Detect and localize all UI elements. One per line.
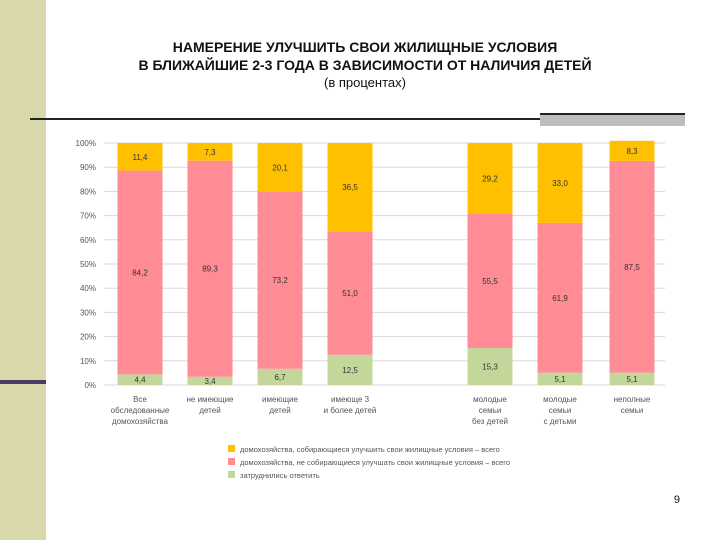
data-label: 89,3	[202, 265, 218, 274]
bar-segment	[117, 170, 163, 375]
bar-segment	[257, 191, 303, 369]
y-tick-label: 80%	[80, 187, 96, 196]
data-label: 29,2	[482, 174, 498, 183]
data-label: 33,0	[552, 179, 568, 188]
bar-segment	[609, 140, 655, 161]
data-label: 61,9	[552, 294, 568, 303]
bar-segment	[327, 231, 373, 355]
data-label: 12,5	[342, 366, 358, 375]
x-tick-label: и более детей	[324, 406, 377, 415]
data-label: 4,4	[134, 376, 146, 385]
y-tick-label: 60%	[80, 236, 96, 245]
x-tick-label: обследованные	[111, 406, 170, 415]
bar-segment	[467, 143, 513, 214]
bar-segment	[117, 143, 163, 171]
legend-label: домохозяйства, собирающиеся улучшить сво…	[240, 445, 500, 454]
y-tick-label: 0%	[84, 381, 96, 390]
bar-segment	[257, 143, 303, 192]
title-subtitle: (в процентах)	[324, 75, 406, 90]
legend-label: домохозяйства, не собирающиеся улучшать …	[240, 458, 510, 467]
x-tick-label: молодые	[473, 395, 507, 404]
data-label: 5,1	[554, 375, 566, 384]
x-tick-label: домохозяйства	[112, 417, 169, 426]
slide-title: НАМЕРЕНИЕ УЛУЧШИТЬ СВОИ ЖИЛИЩНЫЕ УСЛОВИЯ…	[60, 38, 670, 92]
legend-swatch	[228, 471, 235, 478]
x-tick-label: без детей	[472, 417, 508, 426]
x-tick-label: имеюще 3	[331, 395, 370, 404]
bar-segment	[467, 347, 513, 385]
x-tick-label: неполные	[614, 395, 651, 404]
legend-label: затруднились ответить	[240, 471, 320, 480]
x-tick-label: семьи	[479, 406, 502, 415]
y-tick-label: 70%	[80, 212, 96, 221]
y-tick-label: 10%	[80, 357, 96, 366]
bar-segment	[537, 222, 583, 373]
bar-segment	[609, 372, 655, 385]
x-tick-label: семьи	[549, 406, 572, 415]
data-label: 11,4	[133, 153, 149, 162]
title-line-2: В БЛИЖАЙШИЕ 2-3 ГОДА В ЗАВИСИМОСТИ ОТ НА…	[138, 57, 592, 73]
title-rule	[30, 118, 542, 120]
legend-swatch	[228, 458, 235, 465]
data-label: 3,4	[204, 377, 216, 386]
x-tick-label: имеющие	[262, 395, 298, 404]
bar-segment	[327, 354, 373, 385]
data-label: 5,1	[626, 375, 638, 384]
bar-segment	[467, 213, 513, 348]
data-label: 36,5	[342, 183, 358, 192]
y-tick-label: 100%	[76, 139, 96, 148]
title-line-1: НАМЕРЕНИЕ УЛУЧШИТЬ СВОИ ЖИЛИЩНЫЕ УСЛОВИЯ	[172, 39, 558, 55]
data-label: 8,3	[626, 147, 638, 156]
y-tick-label: 30%	[80, 308, 96, 317]
bar-segment	[187, 160, 233, 377]
x-tick-label: с детьми	[544, 417, 577, 426]
data-label: 20,1	[272, 163, 288, 172]
x-tick-label: молодые	[543, 395, 577, 404]
x-tick-label: Все	[133, 395, 147, 404]
left-decor-band	[0, 0, 46, 540]
data-label: 87,5	[624, 263, 640, 272]
data-label: 55,5	[482, 277, 498, 286]
bar-segment	[537, 143, 583, 223]
data-label: 7,3	[204, 148, 216, 157]
bar-segment	[187, 143, 233, 161]
data-label: 6,7	[274, 373, 286, 382]
bar-segment	[187, 376, 233, 385]
data-label: 84,2	[132, 268, 148, 277]
y-tick-label: 90%	[80, 163, 96, 172]
y-tick-label: 20%	[80, 333, 96, 342]
legend-swatch	[228, 445, 235, 452]
data-label: 15,3	[482, 362, 498, 371]
y-tick-label: 50%	[80, 260, 96, 269]
y-tick-label: 40%	[80, 284, 96, 293]
x-tick-label: детей	[269, 406, 290, 415]
bar-segment	[327, 143, 373, 232]
bar-segment	[609, 160, 655, 373]
x-tick-label: семьи	[621, 406, 644, 415]
page-number: 9	[673, 494, 680, 506]
bar-segment	[537, 372, 583, 385]
bar-segment	[257, 368, 303, 385]
title-rule-block	[540, 113, 685, 126]
left-decor-line	[0, 380, 46, 384]
x-tick-label: детей	[199, 406, 220, 415]
data-label: 73,2	[272, 276, 288, 285]
bar-segment	[117, 374, 163, 385]
x-tick-label: не имеющие	[186, 395, 234, 404]
data-label: 51,0	[342, 289, 358, 298]
